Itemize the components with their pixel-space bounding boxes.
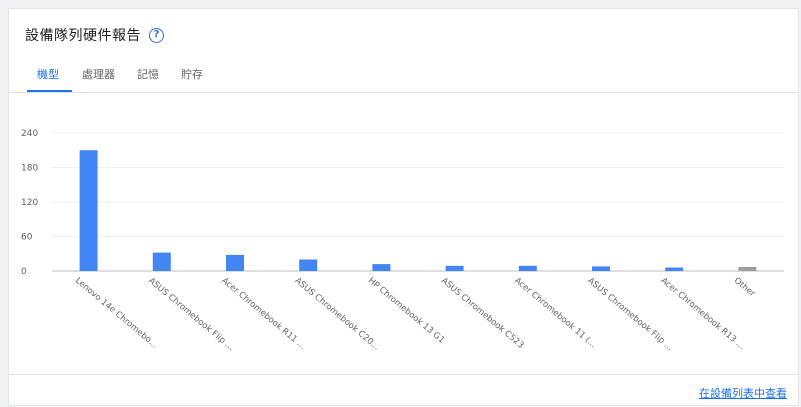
bar: [592, 266, 610, 271]
bar: [299, 259, 318, 271]
tab-model[interactable]: 機型: [27, 64, 72, 92]
x-tick-label: ASUS Chromebook Flip ...: [585, 276, 674, 353]
x-tick-label: Acer Chromebook 11 (...: [512, 276, 598, 350]
footer-divider: [9, 374, 798, 375]
x-tick-label: Acer Chromebook R13 ...: [659, 276, 747, 352]
x-tick-label: HP Chromebook 13 G1: [366, 276, 446, 346]
tab-bar: 機型 處理器 記憶 貯存: [27, 64, 214, 93]
hardware-report-card: 設備隊列硬件報告 ? 機型 處理器 記憶 貯存 0 60 120 180 240 Leno…: [8, 8, 799, 406]
bar: [445, 265, 464, 271]
x-tick-label: ASUS Chromebook C523: [439, 276, 525, 351]
y-tick-label: 180: [21, 164, 38, 174]
x-tick-label: Lenovo 14e Chromebo...: [73, 276, 159, 351]
x-tick-label: ASUS Chromebook Flip ...: [146, 276, 235, 353]
bar: [665, 267, 684, 271]
help-icon[interactable]: ?: [149, 27, 164, 43]
bar: [738, 266, 757, 271]
tab-storage[interactable]: 貯存: [181, 68, 203, 81]
bar: [226, 254, 244, 271]
bar: [372, 264, 391, 271]
tab-processor[interactable]: 處理器: [82, 68, 115, 81]
x-tick-label: Acer Chromebook R11 ...: [219, 276, 307, 352]
bar: [152, 252, 171, 271]
bar: [518, 265, 537, 271]
x-tick-label: Other: [732, 276, 757, 299]
card-title: 設備隊列硬件報告: [25, 28, 141, 44]
x-tick-label: ASUS Chromebook C20...: [293, 276, 382, 353]
tab-memory[interactable]: 記憶: [137, 68, 159, 81]
y-tick-label: 60: [21, 233, 33, 243]
y-tick-label: 240: [21, 129, 38, 139]
tabs-divider: [9, 92, 798, 93]
y-tick-label: 120: [21, 198, 38, 208]
title-row: 設備隊列硬件報告 ?: [25, 25, 164, 45]
view-in-device-list-link[interactable]: 在設備列表中查看: [699, 387, 787, 400]
bar: [79, 150, 98, 271]
y-tick-label: 0: [21, 267, 27, 277]
